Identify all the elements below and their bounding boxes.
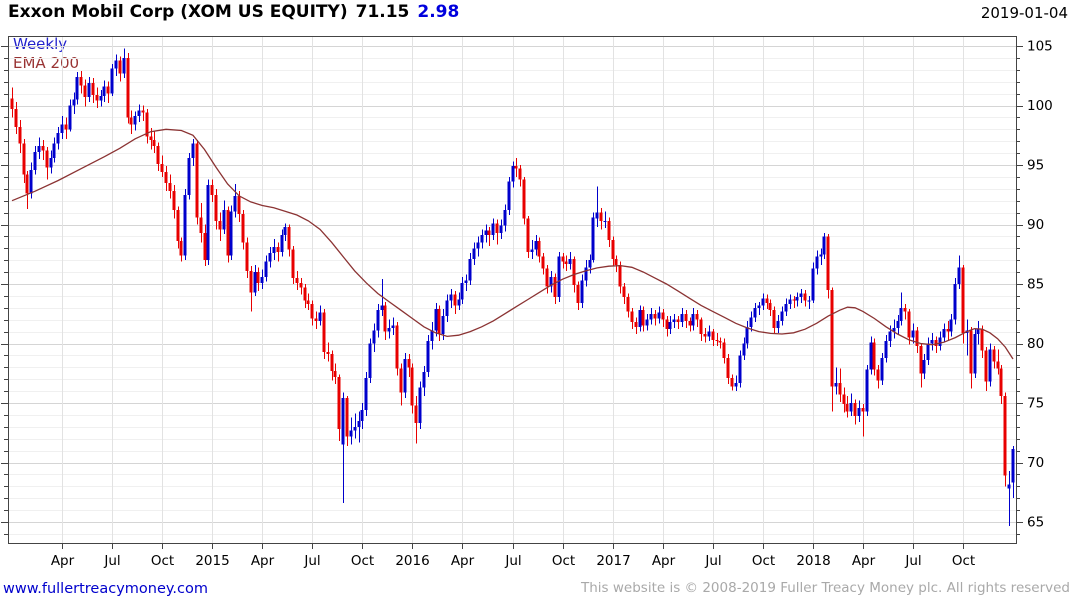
ema-line	[11, 128, 1014, 360]
svg-text:70: 70	[1027, 455, 1044, 471]
svg-text:2016: 2016	[395, 553, 429, 569]
as-of-date: 2019-01-04	[980, 4, 1068, 22]
legend-timeframe: Weekly	[13, 35, 67, 53]
svg-text:2017: 2017	[596, 553, 630, 569]
svg-text:95: 95	[1027, 158, 1044, 174]
svg-text:85: 85	[1027, 277, 1044, 293]
price-chart: Weekly EMA 200 65 70 75 80 85 90 95 100 105 Apr Ju…	[1, 35, 1053, 569]
svg-text:Oct: Oct	[351, 553, 374, 569]
svg-text:Apr: Apr	[51, 553, 75, 569]
svg-text:Jul: Jul	[904, 553, 921, 569]
svg-text:Apr: Apr	[451, 553, 475, 569]
svg-text:75: 75	[1027, 396, 1044, 412]
svg-text:Jul: Jul	[103, 553, 120, 569]
svg-text:80: 80	[1027, 336, 1044, 352]
svg-text:Oct: Oct	[151, 553, 174, 569]
svg-text:100: 100	[1027, 98, 1053, 114]
svg-text:90: 90	[1027, 217, 1044, 233]
svg-text:Oct: Oct	[952, 553, 975, 569]
svg-text:Apr: Apr	[251, 553, 275, 569]
svg-text:Jul: Jul	[704, 553, 721, 569]
copyright-text: This website is © 2008-2019 Fuller Treac…	[581, 580, 1070, 596]
svg-text:2015: 2015	[195, 553, 229, 569]
instrument-name: Exxon Mobil Corp (XOM US EQUITY)	[8, 2, 348, 22]
svg-text:105: 105	[1027, 39, 1053, 55]
svg-text:Oct: Oct	[752, 553, 775, 569]
svg-text:Jul: Jul	[504, 553, 521, 569]
svg-text:Jul: Jul	[303, 553, 320, 569]
price-change: 2.98	[417, 2, 460, 22]
site-link[interactable]: www.fullertreacymoney.com	[3, 581, 208, 597]
svg-text:65: 65	[1027, 515, 1044, 531]
svg-text:Oct: Oct	[552, 553, 575, 569]
page-title: Exxon Mobil Corp (XOM US EQUITY) 71.15 2.9…	[8, 2, 459, 22]
svg-text:2018: 2018	[796, 553, 830, 569]
last-price: 71.15	[355, 2, 410, 22]
legend-ema-200: EMA 200	[13, 54, 79, 72]
svg-text:Apr: Apr	[652, 553, 676, 569]
svg-text:Apr: Apr	[852, 553, 876, 569]
